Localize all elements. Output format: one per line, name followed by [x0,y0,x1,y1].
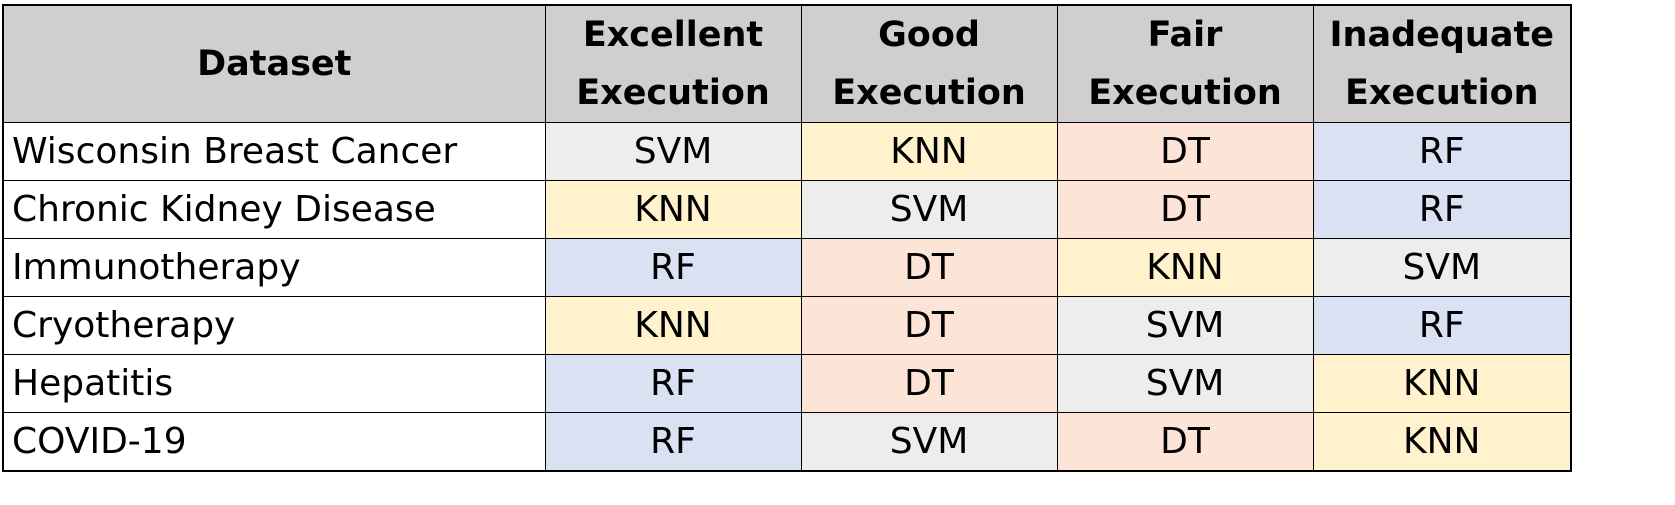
algorithm-cell: SVM [1056,296,1314,355]
dataset-cell: Immunotherapy [2,238,546,297]
algorithm-cell: DT [1056,180,1314,239]
header-line: Execution [1344,73,1539,113]
table-row: Immunotherapy RF DT KNN SVM [2,238,1572,297]
algorithm-cell: SVM [1312,238,1572,297]
dataset-cell: Cryotherapy [2,296,546,355]
header-inadequate-execution: Inadequate Execution [1312,4,1572,123]
algorithm-cell: SVM [1056,354,1314,413]
algorithm-cell: DT [800,296,1058,355]
algorithm-cell: DT [1056,412,1314,471]
header-line: Execution [832,73,1026,113]
header-line: Execution [1088,73,1282,113]
header-line: Fair [1147,15,1223,55]
algorithm-cell: RF [1312,122,1572,181]
algorithm-cell: KNN [800,122,1058,181]
dataset-cell: Wisconsin Breast Cancer [2,122,546,181]
algorithm-cell: KNN [1312,412,1572,471]
results-table: Dataset Excellent Execution Good Executi… [2,4,1572,472]
algorithm-cell: RF [1312,296,1572,355]
algorithm-cell: DT [800,238,1058,297]
algorithm-cell: RF [1312,180,1572,239]
algorithm-cell: RF [544,412,802,471]
table-row: COVID-19 RF SVM DT KNN [2,412,1572,471]
header-dataset-label: Dataset [197,44,352,84]
algorithm-cell: SVM [800,180,1058,239]
header-line: Execution [576,73,770,113]
table-row: Chronic Kidney Disease KNN SVM DT RF [2,180,1572,239]
table-row: Cryotherapy KNN DT SVM RF [2,296,1572,355]
header-dataset: Dataset [2,4,546,123]
header-row: Dataset Excellent Execution Good Executi… [2,4,1572,123]
table-row: Hepatitis RF DT SVM KNN [2,354,1572,413]
dataset-cell: COVID-19 [2,412,546,471]
header-line: Inadequate [1329,15,1554,55]
algorithm-cell: KNN [1056,238,1314,297]
algorithm-cell: KNN [544,296,802,355]
dataset-cell: Hepatitis [2,354,546,413]
algorithm-cell: KNN [544,180,802,239]
algorithm-cell: SVM [544,122,802,181]
dataset-cell: Chronic Kidney Disease [2,180,546,239]
header-good-execution: Good Execution [800,4,1058,123]
header-line: Good [878,15,980,55]
table-row: Wisconsin Breast Cancer SVM KNN DT RF [2,122,1572,181]
algorithm-cell: DT [800,354,1058,413]
algorithm-cell: SVM [800,412,1058,471]
header-fair-execution: Fair Execution [1056,4,1314,123]
header-line: Excellent [582,15,764,55]
header-excellent-execution: Excellent Execution [544,4,802,123]
algorithm-cell: RF [544,354,802,413]
algorithm-cell: KNN [1312,354,1572,413]
table-container: Dataset Excellent Execution Good Executi… [2,4,1572,472]
algorithm-cell: DT [1056,122,1314,181]
algorithm-cell: RF [544,238,802,297]
